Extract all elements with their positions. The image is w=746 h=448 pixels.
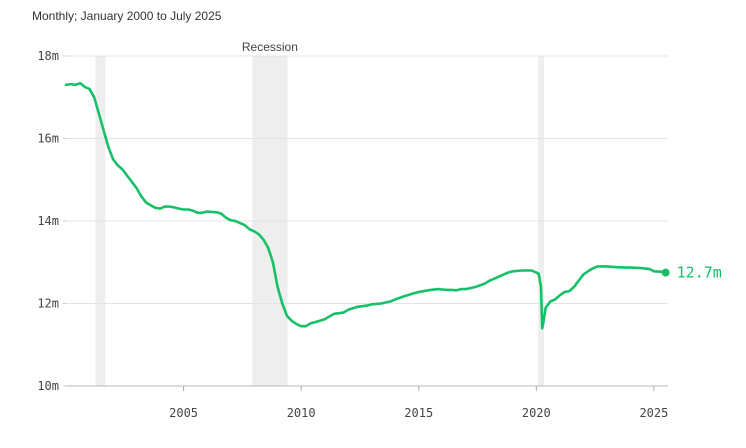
y-tick-label: 10m (37, 379, 59, 393)
recession-label: Recession (242, 40, 298, 54)
y-tick-label: 18m (37, 49, 59, 63)
x-tick-label: 2005 (169, 406, 198, 420)
x-tick-label: 2015 (404, 406, 433, 420)
y-tick-label: 16m (37, 132, 59, 146)
series-layer: 12.7m (64, 81, 722, 330)
x-tick-label: 2010 (287, 406, 316, 420)
recession-bands: Recession (95, 40, 545, 386)
series-end-dot (661, 268, 670, 277)
series-line (64, 81, 667, 330)
chart-subtitle: Monthly; January 2000 to July 2025 (32, 9, 222, 23)
gridlines (66, 55, 668, 387)
y-tick-label: 14m (37, 214, 59, 228)
axes: 10m 12m 14m 16m 18m 2005 2010 2015 2020 2025 (37, 49, 668, 420)
series-end-label: 12.7m (677, 264, 722, 282)
x-tick-label: 2025 (639, 406, 668, 420)
x-tick-label: 2020 (522, 406, 551, 420)
y-tick-label: 12m (37, 297, 59, 311)
